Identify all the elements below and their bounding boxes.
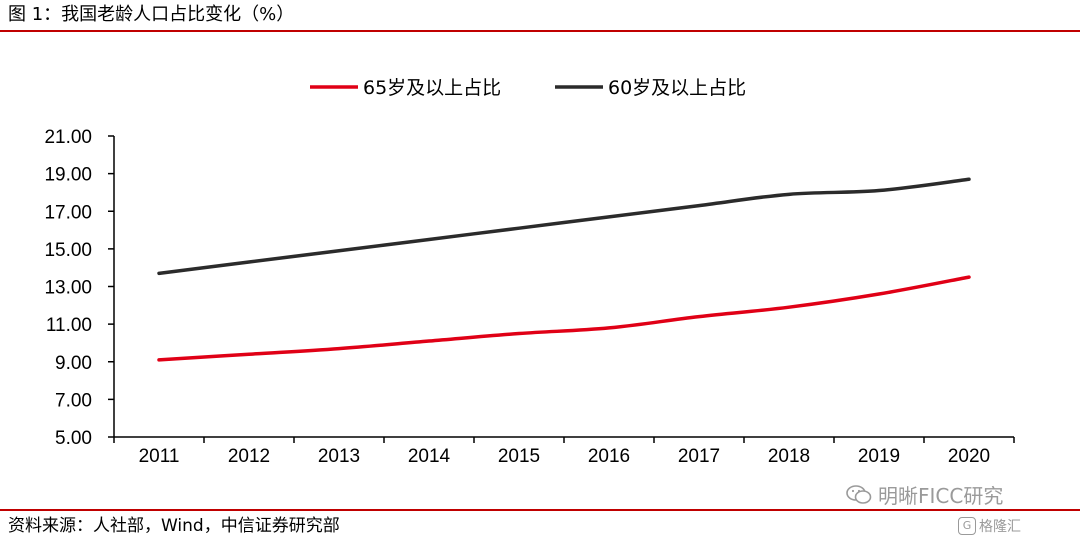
data-point <box>157 272 161 275</box>
series-line-65-plus <box>157 275 971 362</box>
axes: 5.00 7.00 9.00 11.00 13.00 15.00 17.00 19.00 21.… <box>44 127 1015 467</box>
data-point <box>517 226 521 230</box>
data-point <box>337 347 341 350</box>
legend-label: 60岁及以上占比 <box>608 77 746 99</box>
x-tick-label: 2017 <box>678 446 720 467</box>
legend-item: 60岁及以上占比 <box>555 77 746 99</box>
data-point <box>697 315 701 318</box>
gelonghui-logo-icon: G <box>958 517 976 535</box>
data-point <box>247 260 251 264</box>
y-tick-label: 21.00 <box>44 127 92 148</box>
x-tick-label: 2015 <box>498 446 540 467</box>
x-tick-label: 2018 <box>768 446 810 467</box>
x-tick-label: 2016 <box>588 446 630 467</box>
wechat-icon <box>846 484 872 505</box>
data-point <box>787 305 791 309</box>
watermark-text: 明晰FICC研究 <box>878 484 1004 508</box>
x-tick-label: 2019 <box>858 446 900 467</box>
bottom-rule <box>0 509 1080 511</box>
data-point <box>247 353 251 356</box>
legend: 65岁及以上占比 60岁及以上占比 <box>310 77 746 99</box>
y-tick-label: 17.00 <box>44 202 92 223</box>
data-point <box>157 358 161 362</box>
data-point <box>427 238 431 241</box>
data-point <box>877 292 881 296</box>
x-tick-label: 2020 <box>948 446 990 467</box>
x-tick-label: 2014 <box>408 446 451 467</box>
data-point <box>607 215 611 219</box>
y-tick-label: 13.00 <box>44 278 92 299</box>
y-tick-label: 11.00 <box>46 315 92 336</box>
data-point <box>607 326 611 330</box>
x-tick-label: 2013 <box>318 446 360 467</box>
y-tick-label: 5.00 <box>55 428 92 449</box>
watermark: 明晰FICC研究 <box>846 480 1003 509</box>
watermark-secondary-text: 格隆汇 <box>979 519 1021 535</box>
top-rule <box>0 30 1080 32</box>
series-layer <box>157 177 971 362</box>
watermark-secondary: G 格隆汇 <box>958 516 1021 536</box>
y-tick-label: 19.00 <box>44 165 92 186</box>
data-point <box>967 178 971 181</box>
data-point <box>427 339 431 343</box>
y-tick-label: 7.00 <box>55 390 92 411</box>
x-tick-label: 2011 <box>139 446 180 467</box>
legend-label: 65岁及以上占比 <box>363 77 501 99</box>
x-tick-label: 2012 <box>228 446 270 467</box>
data-point <box>697 204 701 207</box>
data-point <box>517 332 521 335</box>
data-point <box>877 189 881 192</box>
data-point <box>337 249 341 252</box>
data-point <box>787 193 791 196</box>
data-point <box>967 275 971 279</box>
y-tick-label: 15.00 <box>44 240 92 261</box>
legend-item: 65岁及以上占比 <box>310 77 501 99</box>
source-note: 资料来源：人社部，Wind，中信证券研究部 <box>8 516 340 536</box>
figure-title: 图 1：我国老龄人口占比变化（%） <box>8 4 295 25</box>
series-line-60-plus <box>157 177 971 276</box>
y-tick-label: 9.00 <box>55 353 92 374</box>
